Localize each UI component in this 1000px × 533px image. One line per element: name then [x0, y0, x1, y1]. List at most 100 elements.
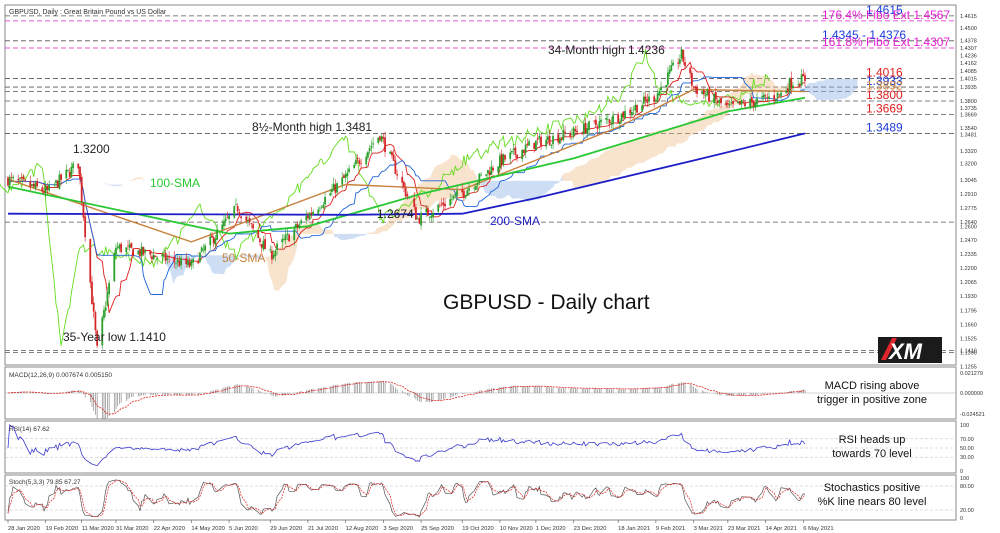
- candle-body: [596, 126, 599, 130]
- candle-body: [547, 136, 549, 141]
- cloud-segment: [679, 124, 683, 144]
- candle-body: [20, 177, 23, 179]
- cloud-segment: [835, 78, 839, 100]
- cloud-segment: [216, 255, 220, 274]
- candle-body: [212, 236, 215, 244]
- cloud-segment: [852, 78, 856, 93]
- candle-body: [149, 251, 152, 255]
- candle-body: [790, 77, 793, 88]
- candle-body: [384, 137, 386, 153]
- candle-body: [392, 154, 395, 161]
- candle-body: [420, 212, 422, 226]
- cloud-segment: [336, 233, 340, 240]
- cloud-segment: [703, 110, 707, 131]
- candle-body: [286, 233, 289, 235]
- cloud-segment: [684, 123, 688, 142]
- candle-body: [67, 169, 69, 171]
- candle-body: [343, 175, 345, 178]
- cloud-segment: [497, 180, 500, 199]
- price-tick-label: 1.2200: [960, 266, 977, 272]
- candle-body: [725, 102, 728, 106]
- candle-body: [485, 174, 488, 176]
- macd-comment-2: trigger in positive zone: [817, 394, 927, 406]
- cloud-segment: [142, 177, 145, 184]
- candle-body: [176, 259, 179, 263]
- cloud-segment: [137, 177, 140, 180]
- cloud-segment: [377, 227, 380, 234]
- price-tick-label: 1.2775: [960, 206, 977, 212]
- candle-body: [800, 74, 803, 86]
- candle-body: [344, 174, 347, 178]
- cloud-segment: [379, 226, 383, 234]
- candle-body: [223, 220, 225, 227]
- level-label-2: 1.4345 - 1.4376: [822, 28, 906, 42]
- candle-body: [768, 96, 770, 99]
- cloud-segment: [579, 165, 582, 187]
- cloud-segment: [279, 245, 282, 291]
- candle-body: [22, 176, 25, 180]
- candle-body: [732, 101, 734, 104]
- cloud-segment: [463, 160, 467, 194]
- candle-body: [31, 184, 33, 186]
- candle-body: [714, 92, 717, 100]
- macd-comment-1: MACD rising above: [825, 380, 920, 392]
- cloud-segment: [828, 78, 832, 100]
- candle-body: [690, 72, 693, 86]
- stoch-tick-label: 20.00: [960, 508, 974, 514]
- candle-body: [718, 100, 721, 103]
- cloud-segment: [521, 180, 524, 199]
- level-label-7: 1.3800: [866, 88, 903, 102]
- cloud-segment: [756, 74, 760, 94]
- candle-body: [756, 98, 758, 105]
- candle-body: [307, 215, 309, 219]
- candle-body: [60, 174, 63, 180]
- price-tick-label: 1.3935: [960, 85, 977, 91]
- candle-body: [641, 105, 644, 112]
- candle-body: [8, 176, 11, 186]
- candle-body: [594, 119, 597, 126]
- cloud-segment: [243, 255, 246, 257]
- cloud-segment: [435, 164, 438, 203]
- candle-body: [738, 101, 741, 105]
- candle-body: [276, 243, 278, 250]
- candle-body: [456, 190, 458, 196]
- candle-body: [497, 166, 500, 173]
- candle-body: [572, 127, 575, 136]
- cloud-segment: [358, 233, 361, 237]
- cloud-segment: [492, 180, 496, 196]
- candle-body: [68, 171, 71, 177]
- candle-body: [629, 109, 632, 114]
- candle-body: [360, 163, 362, 165]
- candle-body: [559, 138, 561, 144]
- price-tick-label: 1.1525: [960, 337, 977, 343]
- cloud-segment: [365, 232, 368, 236]
- candle-body: [788, 78, 791, 93]
- cloud-segment: [816, 80, 820, 100]
- candle-body: [564, 131, 566, 134]
- cloud-segment: [195, 252, 198, 259]
- cloud-segment: [655, 130, 659, 157]
- cloud-segment: [557, 180, 560, 184]
- candle-body: [666, 72, 669, 85]
- cloud-segment: [771, 79, 774, 93]
- candle-body: [10, 176, 13, 178]
- candle-body: [533, 142, 536, 149]
- cloud-segment: [799, 88, 803, 90]
- candle-body: [644, 96, 647, 101]
- candle-body: [248, 218, 251, 222]
- price-tick-label: 1.4236: [960, 53, 977, 59]
- candle-body: [437, 204, 440, 212]
- candle-body: [274, 250, 277, 256]
- candle-body: [221, 224, 224, 230]
- candle-body: [473, 188, 476, 190]
- level-label-0: 1.4615: [866, 3, 903, 17]
- candle-body: [478, 173, 481, 183]
- candle-body: [154, 255, 157, 258]
- candle-body: [58, 174, 61, 189]
- candle-body: [574, 129, 577, 132]
- candle-body: [188, 261, 191, 267]
- candle-body: [432, 213, 434, 217]
- cloud-segment: [768, 77, 772, 93]
- price-tick-label: 1.4307: [960, 46, 977, 52]
- cloud-segment: [245, 255, 248, 258]
